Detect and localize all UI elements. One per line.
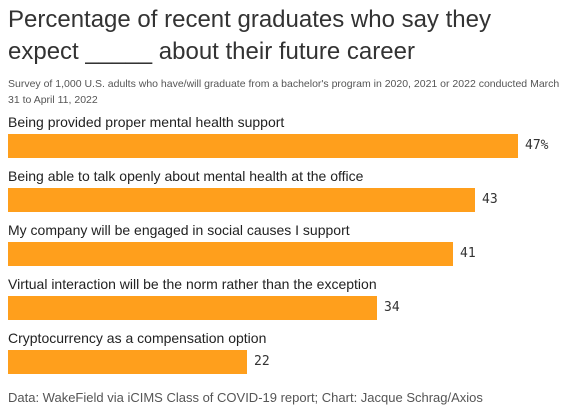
bar-label: Being able to talk openly about mental h… xyxy=(8,168,364,184)
chart-subtitle: Survey of 1,000 U.S. adults who have/wil… xyxy=(8,78,560,106)
bar-value-label: 43 xyxy=(482,192,498,207)
bar-value-label: 22 xyxy=(254,354,270,369)
bar-label: Being provided proper mental health supp… xyxy=(8,114,285,130)
bar-value-label: 41 xyxy=(460,246,476,261)
bar xyxy=(8,350,247,374)
bar xyxy=(8,134,518,158)
chart-title: Percentage of recent graduates who say t… xyxy=(8,6,491,65)
bar-value-label: 34 xyxy=(384,300,400,315)
bar xyxy=(8,242,453,266)
bar-label: Cryptocurrency as a compensation option xyxy=(8,330,267,346)
bar xyxy=(8,296,377,320)
bar-value-label: 47% xyxy=(525,138,549,153)
bar-label: My company will be engaged in social cau… xyxy=(8,222,350,238)
bar-label: Virtual interaction will be the norm rat… xyxy=(8,276,377,292)
source-note: Data: WakeField via iCIMS Class of COVID… xyxy=(8,390,483,405)
bar xyxy=(8,188,475,212)
